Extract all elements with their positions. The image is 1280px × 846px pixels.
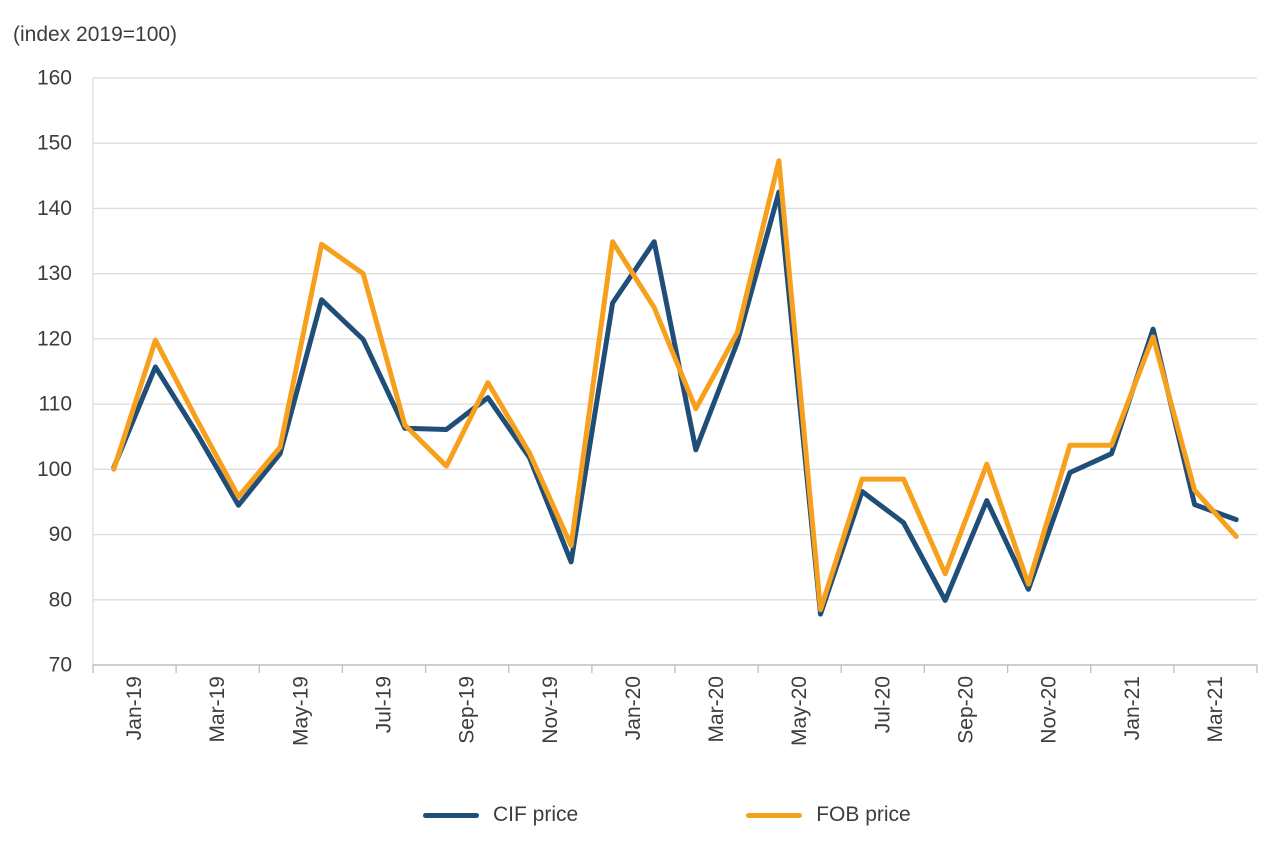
series-line-cif (111, 189, 1239, 617)
fob-line-swatch-icon (746, 812, 803, 818)
y-axis-label: 150 (37, 132, 72, 155)
x-axis-label: Mar-19 (206, 676, 229, 743)
y-axis-label: 160 (37, 67, 72, 90)
y-axis-label: 70 (49, 654, 72, 677)
x-axis-label: Jul-20 (871, 676, 894, 733)
x-axis-label: Jan-21 (1121, 676, 1144, 740)
y-axis-label: 130 (37, 262, 72, 285)
chart-title: (index 2019=100) (13, 23, 178, 46)
series-line-fob (111, 158, 1239, 613)
cif-line-swatch-icon (423, 812, 479, 818)
x-axis-label: Jan-20 (622, 676, 645, 740)
x-axis-label: May-19 (289, 676, 312, 746)
y-axis-label: 90 (49, 523, 72, 546)
y-axis-label: 80 (49, 588, 72, 611)
y-axis-label: 120 (37, 327, 72, 350)
legend-label-cif: CIF price (493, 803, 579, 826)
x-axis-label: Sep-19 (456, 676, 479, 744)
x-axis-label: Sep-20 (955, 676, 978, 744)
legend-item-cif: CIF price (423, 803, 578, 827)
x-axis-label: Nov-19 (539, 676, 562, 744)
x-axis-label: Mar-20 (705, 676, 728, 743)
x-axis-label: Nov-20 (1038, 676, 1061, 744)
legend-label-fob: FOB price (816, 803, 911, 826)
x-axis-label: Mar-21 (1204, 676, 1227, 743)
y-axis-label: 100 (37, 458, 72, 481)
legend-item-fob: FOB price (746, 803, 911, 827)
x-axis-label: Jul-19 (373, 676, 396, 733)
x-axis-label: Jan-19 (123, 676, 146, 740)
legend: CIF price FOB price (423, 803, 911, 827)
y-axis-label: 110 (39, 393, 72, 416)
y-axis-label: 140 (37, 197, 72, 220)
x-axis-label: May-20 (788, 676, 811, 746)
